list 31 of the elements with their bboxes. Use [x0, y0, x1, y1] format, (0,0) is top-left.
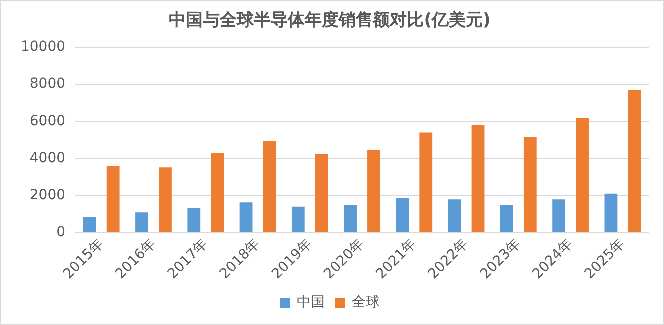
bar	[315, 154, 328, 233]
legend-label: 中国	[297, 294, 325, 311]
bar	[576, 118, 589, 233]
bar	[448, 200, 462, 233]
bar	[552, 200, 566, 233]
bar	[472, 125, 485, 233]
bar	[292, 206, 305, 233]
bar	[263, 142, 276, 233]
bar	[106, 166, 120, 233]
bar	[240, 202, 253, 233]
bar	[420, 132, 433, 233]
bar	[500, 205, 514, 233]
bar	[524, 137, 537, 233]
bar	[136, 212, 148, 233]
y-tick-label: 0	[56, 224, 66, 241]
bar	[344, 205, 357, 233]
bar	[83, 217, 96, 233]
bar	[368, 150, 380, 233]
y-tick-label: 10000	[20, 39, 66, 56]
y-tick-label: 4000	[30, 150, 66, 166]
bar	[628, 90, 642, 233]
bar	[159, 168, 172, 233]
legend-label: 全球	[352, 294, 380, 311]
y-tick-label: 2000	[30, 188, 66, 204]
bar	[604, 194, 618, 233]
y-tick-label: 8000	[30, 76, 66, 92]
bar	[396, 198, 410, 233]
chart-title: 中国与全球半导体年度销售额对比(亿美元)	[169, 10, 491, 31]
bar	[211, 153, 224, 233]
bar	[188, 208, 201, 233]
y-tick-label: 6000	[30, 113, 66, 130]
